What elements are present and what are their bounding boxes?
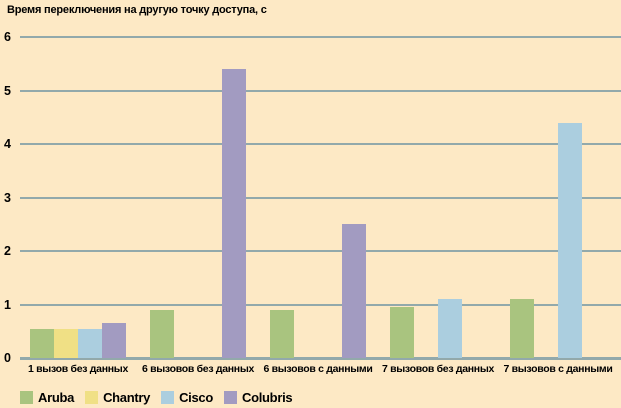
x-axis-label-group2: 6 вызовов без данных (141, 363, 255, 375)
gridline-y2 (20, 250, 621, 252)
bar-aruba-group2 (150, 309, 174, 358)
bar-colubris-group1 (102, 323, 126, 358)
legend-item-colubris: Colubris (224, 390, 293, 405)
legend-item-cisco: Cisco (161, 390, 213, 405)
bar-aruba-group1 (30, 328, 54, 358)
legend-label-colubris: Colubris (242, 390, 293, 405)
x-axis-label-group4: 7 вызовов без данных (381, 363, 495, 375)
gridline-y6 (20, 36, 621, 38)
gridline-y3 (20, 196, 621, 199)
bar-cisco-group1 (78, 328, 102, 358)
y-tick-label-3: 3 (4, 190, 11, 205)
legend-item-aruba: Aruba (20, 390, 74, 405)
bar-cisco-group5 (558, 122, 582, 358)
gridline-y5 (20, 89, 621, 92)
chart-title: Время переключения на другую точку досту… (7, 4, 267, 16)
legend-swatch-cisco (161, 391, 175, 404)
legend-swatch-colubris (224, 391, 237, 404)
legend-label-chantry: Chantry (103, 390, 151, 405)
x-axis-label-group1: 1 вызов без данных (28, 363, 128, 375)
y-tick-label-6: 6 (4, 30, 11, 44)
bar-aruba-group3 (270, 309, 294, 358)
bar-colubris-group2 (222, 69, 246, 358)
legend-swatch-aruba (20, 391, 33, 404)
y-tick-label-5: 5 (4, 83, 11, 98)
x-axis-label-group3: 6 вызовов с данными (263, 363, 373, 375)
y-tick-label-2: 2 (4, 244, 11, 258)
legend-label-cisco: Cisco (179, 390, 213, 405)
legend: Aruba Chantry Cisco Colubris (20, 390, 303, 405)
x-axis-line (20, 357, 621, 360)
bar-chantry-group1 (54, 328, 78, 358)
bar-cisco-group4 (438, 299, 462, 358)
gridline-y4 (20, 143, 621, 145)
legend-label-aruba: Aruba (38, 390, 75, 405)
bar-aruba-group5 (510, 299, 534, 358)
bar-colubris-group3 (342, 224, 366, 358)
legend-swatch-chantry (85, 391, 99, 404)
y-tick-label-4: 4 (4, 137, 11, 151)
y-tick-label-0: 0 (4, 351, 11, 365)
legend-item-chantry: Chantry (85, 390, 150, 405)
gridline-y1 (20, 303, 621, 306)
y-tick-label-1: 1 (4, 297, 11, 312)
bar-aruba-group4 (390, 307, 414, 358)
x-axis-label-group5: 7 вызовов с данными (503, 363, 613, 375)
